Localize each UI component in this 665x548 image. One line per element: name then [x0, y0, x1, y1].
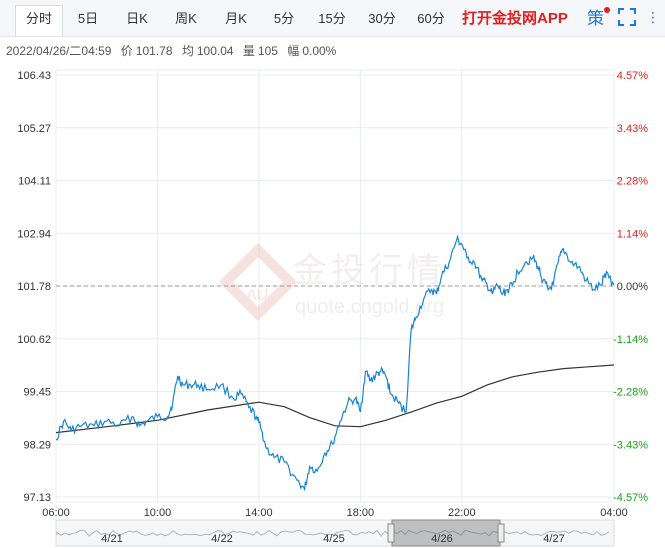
notification-dot [604, 7, 610, 13]
y-tick-label-right: 0.00% [617, 281, 648, 293]
navigator-date-label: 4/21 [101, 533, 122, 545]
tab-5day[interactable]: 5日 [77, 11, 99, 26]
navigator-selection[interactable] [391, 519, 501, 547]
tab-60min[interactable]: 60分 [417, 11, 445, 26]
price-value: 101.78 [135, 44, 173, 58]
navigator-left-handle[interactable] [387, 523, 395, 543]
navigator-track [55, 519, 615, 547]
fullscreen-icon[interactable] [618, 8, 636, 26]
y-tick-label-right: 1.14% [617, 228, 648, 240]
y-tick-label-left: 99.45 [23, 387, 51, 399]
y-tick-label-left: 105.27 [17, 123, 51, 135]
svg-text:AU: AU [246, 287, 268, 304]
tab-5min[interactable]: 5分 [273, 11, 295, 26]
watermark: AU 金投行情 quote.cngold.org [218, 242, 445, 322]
x-tick-label: 14:00 [245, 507, 273, 519]
y-tick-label-right: -3.43% [613, 439, 648, 451]
avg-value: 100.04 [196, 44, 234, 58]
strategy-button[interactable]: 策 [587, 7, 610, 31]
x-tick-label: 18:00 [347, 507, 375, 519]
watermark-title: 金投行情 [293, 251, 445, 291]
change-value: 0.00% [302, 44, 337, 58]
y-tick-label-left: 102.94 [17, 228, 51, 240]
y-tick-label-left: 104.11 [18, 176, 51, 188]
price-label: 价 [120, 44, 133, 58]
y-tick-label-left: 97.13 [23, 492, 51, 504]
y-tick-label-right: 4.57% [617, 70, 648, 82]
y-tick-label-left: 106.43 [17, 70, 51, 82]
price-line [55, 234, 615, 492]
y-tick-label-right: 2.28% [617, 176, 648, 188]
navigator-date-label: 4/25 [323, 533, 344, 545]
y-axis-left: 106.43 105.27 104.11 102.94 101.78 100.62 99.4… [17, 70, 51, 504]
navigator-right-handle[interactable] [497, 523, 505, 543]
navigator-date-label: 4/22 [211, 533, 232, 545]
avg-label: 均 [181, 44, 194, 58]
x-axis: 06:00 10:00 14:00 18:00 22:00 04:00 [42, 507, 628, 519]
tab-daily-k[interactable]: 日K [126, 11, 148, 26]
watermark-logo-icon: AU [218, 242, 298, 322]
tab-15min[interactable]: 15分 [318, 11, 346, 26]
change-label: 幅 [287, 44, 300, 58]
volume-value: 105 [257, 44, 278, 58]
y-tick-label-right: -2.28% [613, 387, 648, 399]
navigator-sparkline [56, 529, 610, 537]
quote-info-bar: 2022/04/26/二04:59 价 101.78 均 100.04 量 105 幅… [6, 42, 342, 59]
navigator-date-label: 4/26 [431, 533, 452, 545]
tab-weekly-k[interactable]: 周K [175, 11, 197, 26]
y-tick-label-left: 98.29 [23, 439, 51, 451]
x-tick-label: 06:00 [42, 507, 70, 519]
x-tick-label: 04:00 [600, 507, 628, 519]
y-axis-right: 4.57% 3.43% 2.28% 1.14% 0.00% -1.14% -2.28% -3.… [613, 70, 648, 504]
y-tick-label-right: -4.57% [613, 492, 648, 504]
more-icon[interactable]: ⋮ [646, 9, 660, 25]
x-tick-label: 10:00 [144, 507, 172, 519]
y-tick-label-left: 100.62 [17, 334, 51, 346]
y-tick-label-left: 101.78 [17, 281, 51, 293]
tab-intraday[interactable]: 分时 [15, 5, 63, 36]
range-navigator[interactable]: 4/21 4/22 4/25 4/26 4/27 [55, 519, 615, 547]
volume-label: 量 [242, 44, 255, 58]
y-tick-label-right: -1.14% [613, 334, 648, 346]
average-price-line [55, 364, 615, 434]
y-tick-label-right: 3.43% [617, 123, 648, 135]
strategy-label: 策 [587, 9, 604, 28]
quote-datetime: 2022/04/26/二04:59 [6, 44, 112, 58]
chart-toolbar: 分时 5日 日K 周K 月K 5分 15分 30分 60分 打开金投网APP 策… [0, 0, 665, 37]
navigator-date-label: 4/27 [543, 533, 564, 545]
tab-30min[interactable]: 30分 [368, 11, 396, 26]
open-app-link[interactable]: 打开金投网APP [462, 10, 568, 27]
watermark-url: quote.cngold.org [295, 296, 444, 318]
x-tick-label: 22:00 [448, 507, 476, 519]
tab-monthly-k[interactable]: 月K [225, 11, 247, 26]
